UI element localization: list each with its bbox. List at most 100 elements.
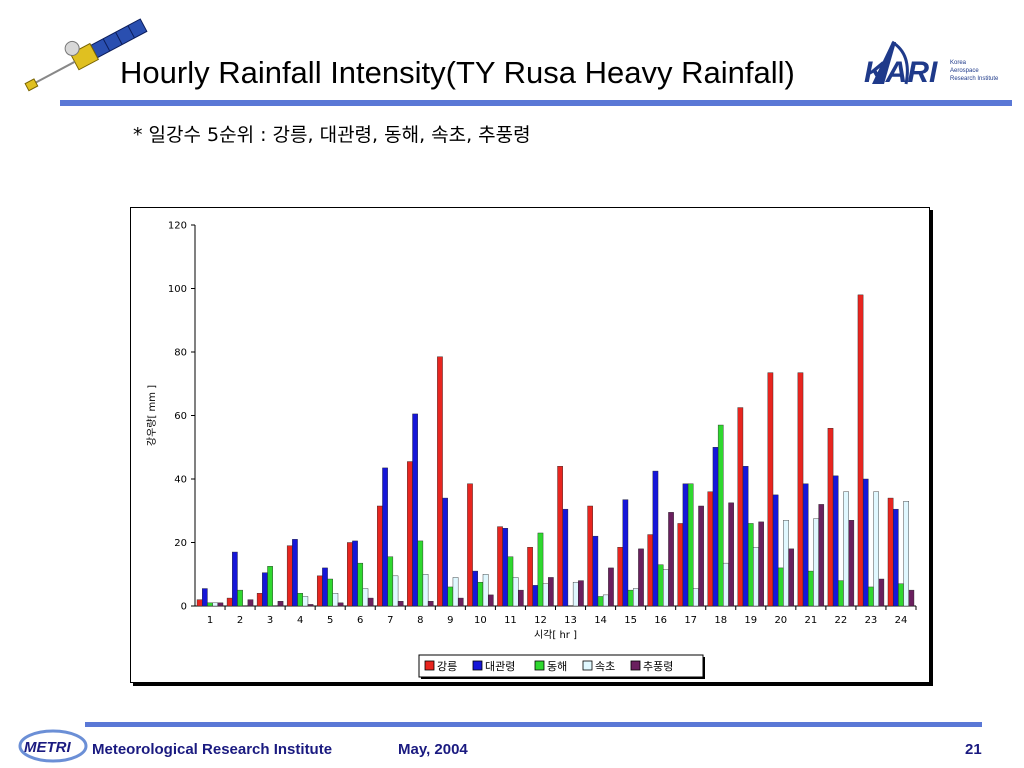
bar-3-1 [207,602,213,607]
bar-2-13 [562,508,569,607]
bar-1-11 [497,526,503,607]
legend-swatch-3 [534,660,545,671]
bar-3-11 [507,556,514,607]
bar-2-17 [682,483,689,607]
bar-1-22 [827,427,834,607]
x-tick-label: 8 [417,615,423,626]
bar-4-10 [482,574,489,607]
bar-4-17 [693,588,699,607]
bar-2-12 [532,585,539,607]
bar-1-6 [347,542,353,607]
legend-box [418,654,704,678]
bar-3-16 [657,564,664,607]
x-tick-label: 6 [357,615,363,626]
bar-1-13 [557,466,563,607]
bar-5-12 [548,577,554,607]
bar-2-24 [892,508,899,607]
metri-logo: METRI [18,729,88,763]
bar-5-10 [487,594,494,607]
bar-4-12 [542,583,549,607]
legend-swatch-1 [424,660,435,671]
bar-5-16 [668,512,674,607]
bar-3-19 [747,523,754,607]
bar-5-18 [728,502,734,607]
bar-5-5 [337,602,344,607]
slide-subtitle: * 일강수 5순위 : 강릉, 대관령, 동해, 속초, 추풍령 [133,124,531,146]
bar-1-10 [467,483,473,607]
bar-1-2 [226,597,233,607]
bar-5-17 [698,505,704,607]
x-tick-label: 10 [474,615,487,626]
bar-3-17 [687,483,694,607]
bar-4-20 [783,520,789,607]
footer-institute: Meteorological Research Institute [92,741,333,758]
bar-4-21 [813,518,819,607]
legend-swatch-5 [630,660,641,671]
bar-1-12 [527,547,533,607]
bar-5-20 [788,548,795,607]
x-tick-label: 20 [774,615,787,626]
bar-2-19 [742,466,749,607]
bar-4-5 [332,593,339,607]
x-tick-label: 7 [387,615,393,626]
bar-3-21 [808,570,814,607]
bar-5-7 [397,601,404,607]
x-tick-label: 24 [895,615,908,626]
bar-2-20 [772,494,779,607]
x-tick-label: 15 [624,615,637,626]
bar-3-15 [627,589,634,607]
x-tick-label: 23 [865,615,878,626]
bar-2-10 [472,570,478,607]
bar-2-18 [712,447,719,607]
x-tick-label: 3 [267,615,273,626]
bar-4-22 [843,491,849,607]
bar-4-19 [753,547,759,607]
x-tick-label: 1 [207,615,213,626]
title-divider [60,100,1012,106]
x-tick-label: 2 [237,615,243,626]
bar-4-23 [873,491,879,607]
bar-3-4 [297,593,303,607]
bar-2-5 [322,567,328,607]
bar-1-3 [256,593,263,607]
x-tick-label: 22 [835,615,848,626]
y-tick-label: 0 [181,602,187,613]
footer-divider [85,722,982,727]
bar-3-20 [778,567,784,607]
y-tick-label: 100 [168,284,187,295]
bar-1-21 [797,372,804,607]
bar-4-1 [212,602,219,607]
bar-1-23 [857,294,864,607]
bar-2-14 [592,535,599,607]
legend-label-1: 강릉 [437,660,457,673]
bar-1-15 [617,547,624,607]
bar-5-24 [908,589,915,607]
slide-title: Hourly Rainfall Intensity(TY Rusa Heavy … [120,55,795,90]
bar-1-8 [407,461,413,607]
y-axis-label: 강우량[ mm ] [146,385,158,446]
bar-3-5 [327,578,333,607]
bar-5-21 [818,504,825,607]
bar-1-19 [737,407,744,607]
bar-2-22 [832,475,839,607]
bar-2-3 [262,572,268,607]
bar-3-23 [868,586,874,607]
bar-5-9 [457,597,464,607]
y-tick-label: 120 [168,221,187,232]
legend-label-2: 대관령 [485,660,515,673]
legend-label-4: 속초 [595,660,615,673]
bar-5-3 [277,601,284,607]
bar-4-7 [392,575,399,607]
bar-3-10 [477,581,484,607]
legend-swatch-4 [582,660,593,671]
legend-label-5: 추풍령 [643,660,673,673]
x-tick-label: 21 [804,615,817,626]
bar-4-14 [602,594,609,607]
bar-4-18 [723,562,729,607]
bar-4-16 [663,569,669,607]
bar-1-18 [707,491,714,607]
bar-4-11 [512,577,519,607]
svg-text:METRI: METRI [24,739,71,756]
bar-3-14 [597,596,604,607]
